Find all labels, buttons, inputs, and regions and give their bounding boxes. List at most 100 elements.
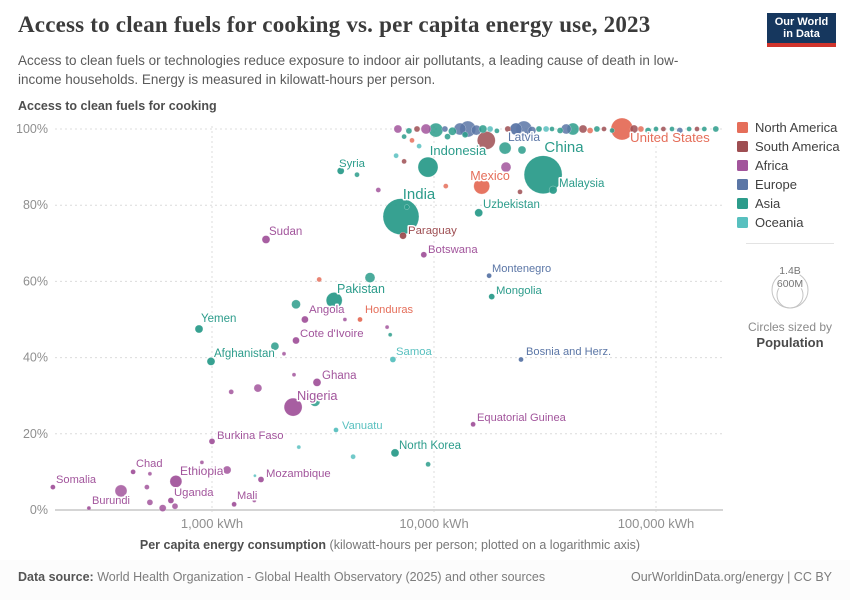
data-point-uzbekistan[interactable] [474,208,483,218]
data-point[interactable] [375,187,382,193]
data-point-sudan[interactable] [261,235,271,244]
data-point-ethiopia[interactable] [169,475,183,488]
data-point[interactable] [253,473,257,478]
data-point[interactable] [222,465,232,475]
legend-item-oceania[interactable]: Oceania [737,216,840,229]
data-point[interactable] [694,126,700,132]
data-point-montenegro[interactable] [486,272,492,279]
legend-item-south-america[interactable]: South America [737,140,840,153]
data-point-cote-d-ivoire[interactable] [292,336,300,345]
data-point[interactable] [494,128,500,134]
data-point[interactable] [701,126,708,132]
data-point-indonesia[interactable] [417,156,439,178]
data-point-burkina-faso[interactable] [208,438,216,445]
data-point[interactable] [144,484,150,490]
data-point[interactable] [578,124,588,134]
data-point[interactable] [364,272,376,283]
owid-logo[interactable]: Our World in Data [767,13,836,47]
data-point-angola[interactable] [301,315,309,324]
data-point[interactable] [478,124,488,134]
data-point-syria[interactable] [336,167,345,175]
data-point-mali[interactable] [231,501,237,508]
data-point[interactable] [542,125,550,133]
data-point-afghanistan[interactable] [206,357,216,366]
data-point-equatorial-guinea[interactable] [470,421,476,428]
data-point[interactable] [425,461,431,468]
data-point[interactable] [486,125,494,133]
legend-item-europe[interactable]: Europe [737,178,840,191]
data-point[interactable] [593,125,601,133]
data-point[interactable] [504,125,512,133]
data-point[interactable] [316,276,322,283]
data-point[interactable] [291,372,297,377]
data-point[interactable] [586,127,594,134]
owid-link[interactable]: OurWorldinData.org/energy | CC BY [630,570,832,584]
data-point[interactable] [416,143,422,149]
data-point[interactable] [401,133,407,140]
data-point[interactable] [291,299,301,310]
data-point[interactable] [354,171,360,178]
data-point[interactable] [409,137,415,144]
data-point[interactable] [252,498,257,503]
data-point-pakistan[interactable] [325,292,343,309]
data-point[interactable] [270,341,280,351]
data-point[interactable] [393,152,399,159]
data-point-mongolia[interactable] [488,293,495,300]
data-point[interactable] [609,127,615,134]
data-point[interactable] [171,502,179,510]
data-point[interactable] [114,484,128,498]
data-point[interactable] [517,145,527,155]
data-point[interactable] [253,383,263,393]
data-point-mozambique[interactable] [257,476,265,483]
data-point-uganda[interactable] [167,497,175,504]
data-point[interactable] [686,126,692,132]
legend-item-north-america[interactable]: North America [737,121,840,134]
data-point[interactable] [669,126,675,132]
data-point[interactable] [199,460,205,465]
data-point[interactable] [147,471,153,477]
data-point[interactable] [653,126,659,132]
data-point[interactable] [535,125,543,133]
data-point[interactable] [644,127,652,134]
data-point-burundi[interactable] [86,505,92,511]
data-point[interactable] [498,141,512,155]
data-point-vanuatu[interactable] [333,427,339,433]
data-point[interactable] [712,125,720,133]
data-point[interactable] [158,504,167,512]
data-point[interactable] [637,125,645,133]
data-point[interactable] [296,444,302,450]
data-point-paraguay[interactable] [399,231,407,240]
legend-item-asia[interactable]: Asia [737,197,840,210]
data-point-china[interactable] [523,155,563,194]
data-point-somalia[interactable] [50,484,56,490]
data-point-botswana[interactable] [420,251,428,258]
data-point-honduras[interactable] [357,316,363,323]
data-point[interactable] [401,158,407,165]
data-point[interactable] [393,124,403,134]
data-point[interactable] [404,204,410,210]
data-point[interactable] [660,126,667,132]
data-point[interactable] [601,126,607,132]
data-point[interactable] [350,453,356,460]
data-point[interactable] [676,127,684,134]
data-point[interactable] [500,161,512,173]
data-point[interactable] [228,389,234,395]
data-point[interactable] [527,126,537,135]
data-point[interactable] [461,131,469,138]
data-point-chad[interactable] [130,469,136,475]
data-point-nigeria[interactable] [283,397,303,417]
legend-item-africa[interactable]: Africa [737,159,840,172]
data-point[interactable] [405,127,413,135]
data-point[interactable] [517,189,523,195]
data-point-samoa[interactable] [389,356,397,363]
data-point[interactable] [281,351,287,357]
data-point-ghana[interactable] [312,378,322,387]
data-point[interactable] [549,126,555,132]
data-point[interactable] [556,127,564,134]
data-point[interactable] [420,123,432,135]
data-point-malaysia[interactable] [548,185,558,195]
data-point-bosnia-and-herz-[interactable] [518,356,524,363]
data-point[interactable] [413,125,421,133]
data-point[interactable] [387,332,393,337]
data-point[interactable] [441,125,449,133]
